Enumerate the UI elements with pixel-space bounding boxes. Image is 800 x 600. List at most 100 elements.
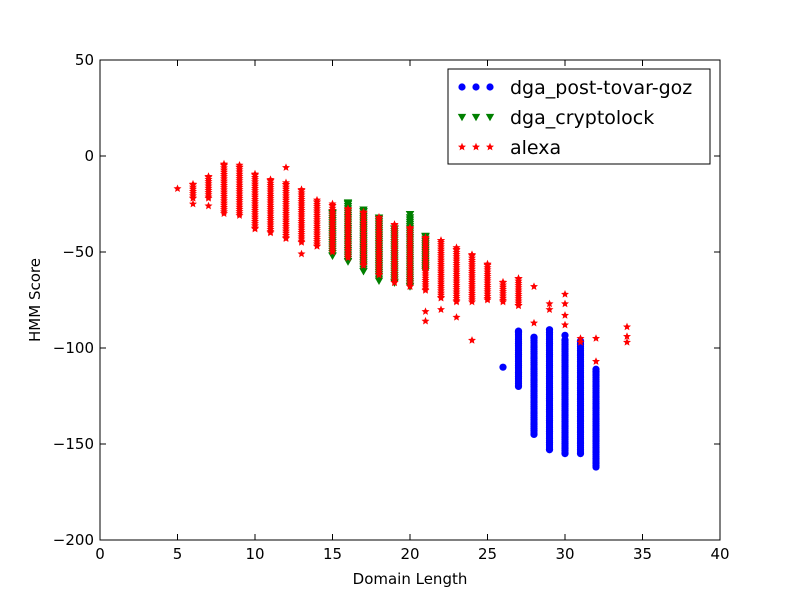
data-point — [328, 199, 337, 208]
x-tick-label: 40 — [710, 545, 729, 563]
data-point — [406, 224, 414, 233]
data-point — [405, 210, 415, 219]
tick-labels: 0 5 10 15 20 25 30 35 40 50 0 −50 −100 −150 −200 — [53, 51, 730, 563]
data-point — [576, 334, 585, 342]
data-point — [282, 234, 290, 242]
legend-marker — [472, 83, 480, 91]
data-point — [282, 178, 290, 187]
x-tick-label: 0 — [95, 545, 105, 563]
data-point — [297, 238, 306, 246]
data-point — [561, 331, 569, 339]
data-point — [421, 233, 430, 241]
data-point — [530, 318, 538, 327]
data-point — [483, 295, 492, 304]
data-point — [251, 170, 259, 178]
x-tick-label: 30 — [555, 545, 574, 563]
x-tick-label: 5 — [173, 545, 183, 563]
data-point — [421, 316, 430, 325]
data-point — [499, 297, 507, 306]
data-point — [344, 204, 352, 213]
data-point — [452, 245, 461, 253]
data-point — [561, 450, 569, 458]
data-point — [592, 365, 600, 373]
data-point — [375, 270, 383, 279]
data-point — [374, 277, 384, 285]
data-point — [545, 305, 554, 313]
data-point — [514, 301, 523, 310]
series-dga_post-tovar-goz — [499, 326, 600, 471]
y-tick-label: 50 — [75, 51, 94, 69]
y-tick-label: −50 — [62, 243, 94, 261]
y-tick-label: −100 — [53, 339, 94, 357]
data-point — [266, 175, 275, 184]
legend-entry: dga_cryptolock — [457, 107, 654, 129]
legend-marker — [471, 113, 481, 122]
data-point — [623, 322, 631, 331]
legend-label: dga_post-tovar-goz — [510, 77, 692, 99]
data-point — [514, 369, 523, 377]
data-point — [452, 297, 461, 306]
legend-marker — [485, 113, 495, 122]
data-point — [499, 278, 507, 286]
scatter-marks — [173, 159, 631, 471]
data-point — [375, 213, 383, 221]
data-point — [545, 299, 554, 308]
x-tick-label: 35 — [633, 545, 652, 563]
data-point — [359, 268, 368, 276]
data-point — [328, 247, 337, 256]
data-point — [592, 334, 600, 342]
data-point — [359, 261, 368, 269]
y-tick-label: −150 — [53, 435, 94, 453]
data-point — [545, 326, 554, 334]
data-point — [204, 201, 213, 210]
data-point — [483, 259, 492, 268]
data-point — [499, 363, 507, 371]
legend-label: alexa — [510, 137, 561, 159]
x-axis-label: Domain Length — [353, 570, 468, 588]
data-point — [251, 224, 259, 233]
data-point — [530, 430, 538, 438]
legend-marker — [458, 142, 466, 151]
x-tick-label: 25 — [478, 545, 497, 563]
data-point — [421, 307, 430, 315]
data-point — [623, 332, 631, 340]
y-axis-label: HMM Score — [26, 258, 44, 342]
data-point — [437, 305, 445, 313]
data-point — [173, 184, 182, 193]
legend-marker — [472, 142, 480, 151]
data-point — [561, 290, 569, 298]
data-point — [592, 357, 600, 365]
data-point — [297, 249, 306, 258]
data-point — [235, 211, 244, 219]
data-point — [220, 209, 228, 217]
data-point — [313, 195, 321, 204]
data-point — [561, 299, 569, 308]
data-point — [530, 333, 538, 341]
legend-entry: alexa — [458, 137, 561, 159]
data-point — [530, 282, 538, 290]
data-point — [189, 180, 197, 189]
data-point — [592, 463, 600, 471]
data-point — [576, 338, 585, 346]
x-tick-label: 15 — [323, 545, 342, 563]
data-point — [514, 382, 523, 390]
data-point — [359, 208, 368, 216]
data-point — [204, 172, 213, 180]
data-point — [452, 313, 461, 321]
legend-marker — [486, 142, 494, 151]
axis-ticks — [99, 59, 721, 541]
data-point — [344, 253, 352, 262]
data-point — [468, 336, 476, 344]
legend-label: dga_cryptolock — [510, 107, 654, 129]
data-point — [623, 338, 631, 346]
x-tick-label: 10 — [245, 545, 264, 563]
legend-marker — [457, 113, 467, 122]
data-point — [297, 185, 306, 194]
data-point — [390, 220, 399, 228]
data-point — [204, 194, 213, 202]
data-point — [282, 163, 290, 171]
data-point — [406, 282, 414, 290]
data-point — [437, 293, 445, 302]
